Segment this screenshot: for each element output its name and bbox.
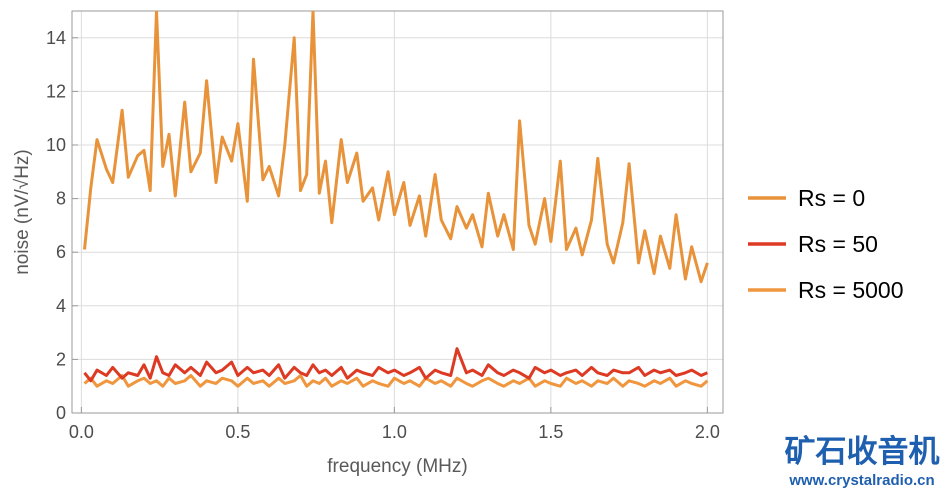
y-tick-label: 0 bbox=[56, 403, 66, 423]
y-tick-label: 2 bbox=[56, 349, 66, 369]
x-tick-label: 1.5 bbox=[538, 422, 563, 442]
x-tick-label: 0.0 bbox=[69, 422, 94, 442]
x-tick-label: 2.0 bbox=[695, 422, 720, 442]
y-axis-ticks: 0 2 4 6 8 10 12 14 bbox=[46, 28, 78, 423]
watermark-url: www.crystalradio.cn bbox=[788, 472, 934, 489]
x-tick-label: 1.0 bbox=[382, 422, 407, 442]
legend-label: Rs = 50 bbox=[798, 231, 878, 257]
series-line-3 bbox=[83, 374, 709, 388]
x-axis-label: frequency (MHz) bbox=[327, 456, 467, 477]
series-line-1 bbox=[83, 11, 709, 284]
y-tick-label: 14 bbox=[46, 28, 66, 48]
x-tick-label: 0.5 bbox=[225, 422, 250, 442]
legend-label: Rs = 5000 bbox=[798, 277, 904, 303]
y-tick-label: 10 bbox=[46, 135, 66, 155]
y-tick-label: 6 bbox=[56, 242, 66, 262]
legend: Rs = 0 Rs = 50 Rs = 5000 bbox=[748, 185, 904, 303]
series-layer bbox=[83, 11, 709, 388]
plot-frame bbox=[71, 10, 724, 414]
watermark: 矿石收音机 www.crystalradio.cn bbox=[785, 434, 940, 489]
y-axis-label: noise (nV/√Hz) bbox=[12, 149, 33, 275]
y-tick-label: 12 bbox=[46, 81, 66, 101]
x-axis-ticks: 0.0 0.5 1.0 1.5 2.0 bbox=[69, 407, 720, 442]
legend-label: Rs = 0 bbox=[798, 185, 865, 211]
y-tick-label: 8 bbox=[56, 189, 66, 209]
series-line-2 bbox=[83, 347, 708, 383]
y-tick-label: 4 bbox=[56, 296, 66, 316]
watermark-logo-text: 矿石收音机 bbox=[785, 434, 940, 470]
